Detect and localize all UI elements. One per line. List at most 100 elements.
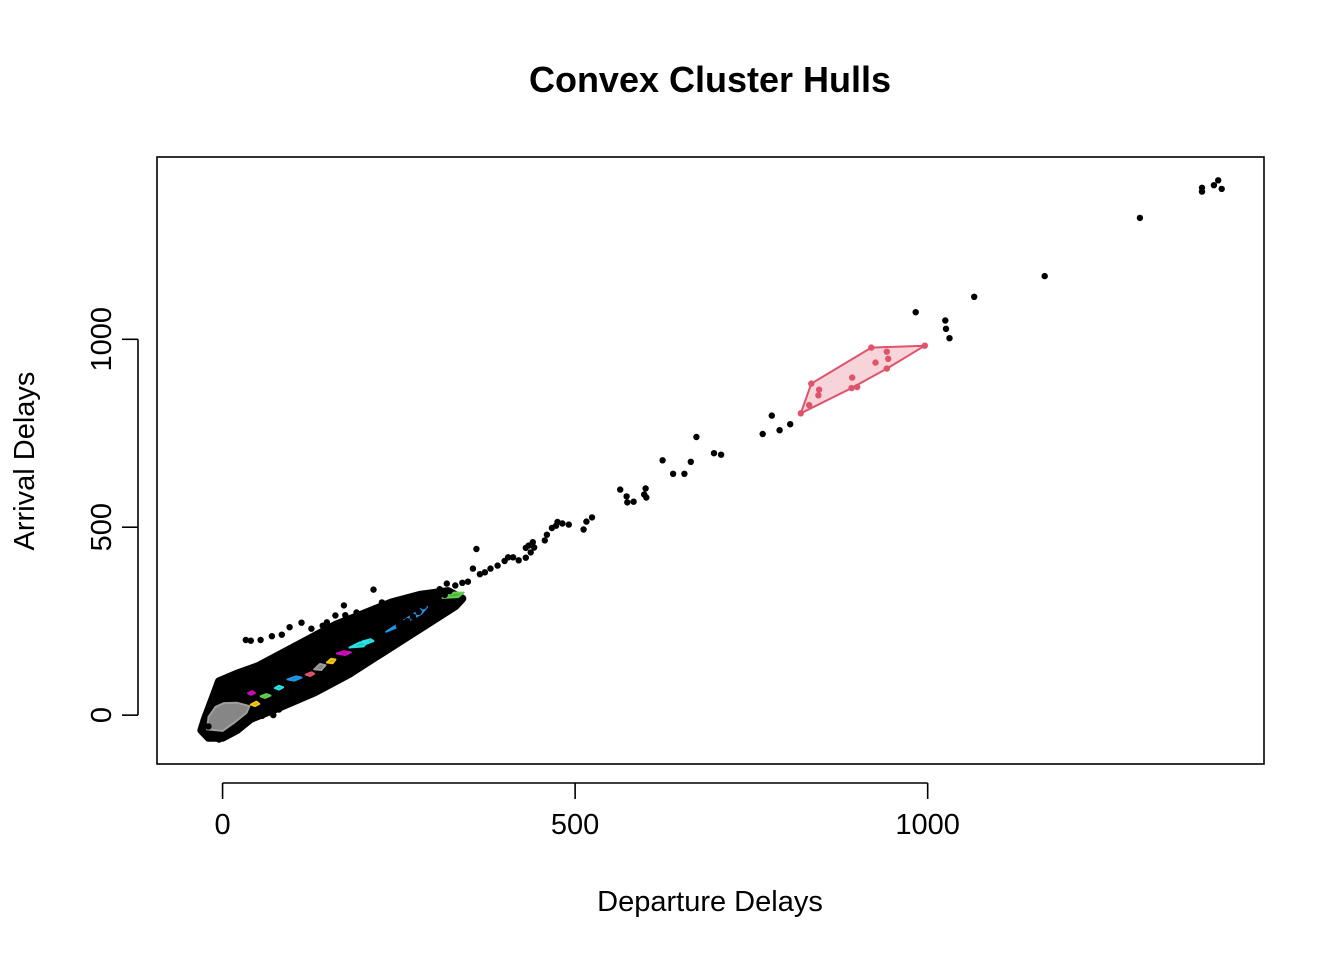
data-point <box>388 602 395 610</box>
y-tick-label: 1000 <box>86 307 118 372</box>
cluster-hull <box>286 675 303 682</box>
data-point <box>522 544 529 552</box>
data-point <box>623 493 630 500</box>
cluster-hull <box>273 684 285 691</box>
data-point <box>912 309 919 316</box>
cluster-point <box>806 401 813 409</box>
cluster-point <box>868 344 875 351</box>
data-point <box>1210 182 1218 189</box>
plot-frame <box>156 156 1265 765</box>
data-point <box>443 580 450 587</box>
cluster-point <box>921 342 928 349</box>
data-point <box>768 412 775 419</box>
data-point <box>624 499 631 506</box>
data-point <box>278 631 285 638</box>
data-point <box>481 569 489 576</box>
data-point <box>226 730 233 738</box>
data-point <box>522 554 529 561</box>
data-point <box>208 732 216 739</box>
data-point <box>494 562 501 569</box>
cluster-hull <box>313 663 327 671</box>
cluster-hull <box>799 344 926 415</box>
data-point <box>421 592 428 599</box>
data-point <box>420 602 427 610</box>
data-point <box>281 700 288 708</box>
data-point <box>476 571 484 578</box>
data-point <box>404 618 411 625</box>
data-point <box>681 470 688 477</box>
cluster-hull <box>259 693 272 699</box>
data-point <box>402 597 410 604</box>
data-point <box>215 736 223 743</box>
data-point <box>693 433 700 441</box>
data-point <box>541 537 548 544</box>
data-point <box>370 586 377 593</box>
cluster-point <box>854 383 861 391</box>
data-point <box>436 586 443 593</box>
data-point <box>515 557 522 564</box>
data-point <box>659 457 666 464</box>
data-point <box>469 565 477 572</box>
data-point <box>459 579 466 586</box>
data-point <box>630 498 637 505</box>
cluster-hull <box>206 701 251 732</box>
data-point <box>464 578 472 585</box>
data-point <box>409 613 417 620</box>
cluster-hull <box>441 591 465 599</box>
data-point <box>787 421 794 428</box>
data-point <box>275 706 283 713</box>
data-point <box>258 712 266 720</box>
data-point <box>308 625 315 632</box>
data-point <box>942 325 950 332</box>
data-point <box>759 430 766 438</box>
chart-title: Convex Cluster Hulls <box>529 59 891 100</box>
cluster-point <box>848 384 855 392</box>
data-point <box>717 451 725 458</box>
cluster-point <box>849 374 856 381</box>
data-point <box>710 450 718 457</box>
data-point <box>452 582 459 589</box>
data-point <box>543 531 551 538</box>
data-point <box>669 470 677 477</box>
data-point <box>776 427 783 434</box>
data-point <box>395 622 402 629</box>
cluster-point <box>808 380 815 387</box>
data-point <box>430 590 438 598</box>
cluster-hull <box>304 671 316 678</box>
data-point <box>588 514 596 521</box>
y-axis: 0 500 1000 <box>86 307 139 723</box>
data-point <box>642 485 649 492</box>
cluster-point <box>872 359 879 366</box>
data-point <box>353 609 360 616</box>
data-point <box>527 549 534 556</box>
data-point <box>441 591 448 599</box>
data-point <box>559 520 566 527</box>
data-point <box>643 494 650 501</box>
data-point <box>434 595 441 602</box>
data-point <box>332 612 339 619</box>
y-tick-label: 500 <box>86 503 118 551</box>
cluster-hull <box>325 657 337 665</box>
cluster-point <box>815 392 822 399</box>
data-point <box>946 335 953 342</box>
data-point <box>411 599 418 606</box>
cluster-hull <box>249 700 261 708</box>
data-point <box>583 518 590 525</box>
data-point <box>423 597 431 604</box>
data-point <box>531 544 538 551</box>
data-point <box>415 608 422 615</box>
data-point <box>242 636 249 644</box>
data-point <box>1218 185 1225 193</box>
data-point <box>342 612 349 619</box>
data-point <box>509 554 517 561</box>
cluster-point <box>815 386 823 393</box>
data-point <box>1215 177 1222 184</box>
data-point <box>281 689 288 696</box>
data-point <box>237 723 244 730</box>
x-tick-label: 500 <box>551 809 599 841</box>
cluster-hulls <box>206 342 928 732</box>
cluster-point <box>883 365 890 372</box>
data-point <box>319 622 326 629</box>
cluster-hull <box>361 638 375 645</box>
